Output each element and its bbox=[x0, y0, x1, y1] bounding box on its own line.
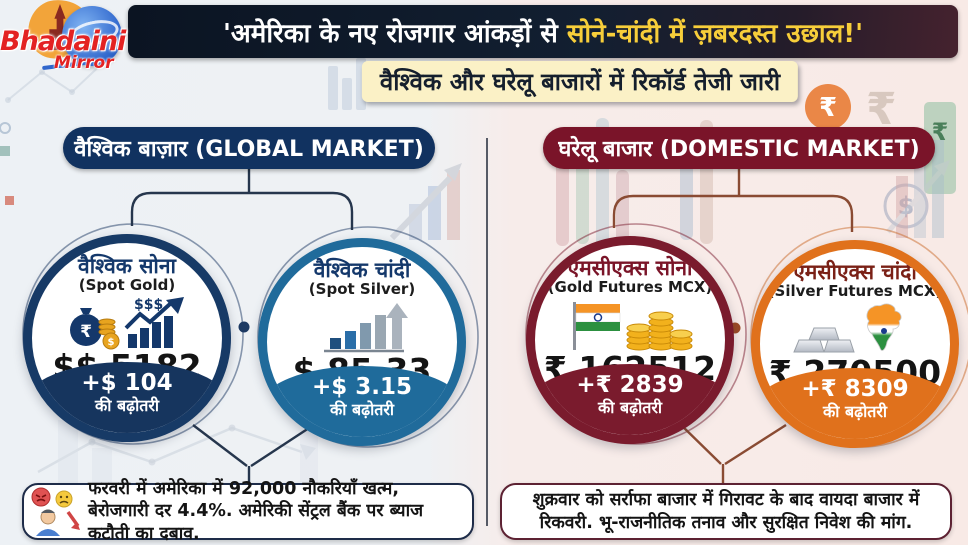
dollar-coin-icon: $ bbox=[883, 183, 929, 229]
change-value: +₹ 8309 bbox=[801, 376, 909, 402]
change-value: +₹ 2839 bbox=[576, 372, 684, 398]
card-mcx-gold: एमसीएक्स सोना (Gold Futures MCX) bbox=[526, 236, 734, 444]
svg-text:₹: ₹ bbox=[819, 93, 837, 123]
headline-white-text: 'अमेरिका के नए रोजगार आंकड़ों से bbox=[222, 18, 558, 49]
card-title: एमसीएक्स सोना bbox=[567, 256, 693, 280]
brand-logo: Bhadaini Mirror bbox=[0, 0, 136, 82]
change-badge: +₹ 8309 की बढ़ोतरी bbox=[760, 368, 950, 439]
gold-coins bbox=[626, 311, 693, 351]
faded-growth-arrow-icon bbox=[389, 163, 462, 241]
global-note-text: फरवरी में अमेरिका में 92,000 नौकरियाँ खत… bbox=[88, 478, 424, 544]
change-label: की बढ़ोतरी bbox=[329, 400, 395, 420]
rupee-note-icon: ₹ bbox=[924, 102, 956, 194]
globe-icon bbox=[62, 6, 122, 66]
card-subtitle: (Silver Futures MCX) bbox=[767, 282, 943, 301]
change-label: की बढ़ोतरी bbox=[94, 396, 160, 416]
faded-rupee-icon: ₹ bbox=[866, 84, 897, 135]
silver-bars-india-map-icon bbox=[790, 302, 920, 356]
change-label: की बढ़ोतरी bbox=[822, 402, 888, 422]
card-title: वैश्विक सोना bbox=[78, 254, 176, 278]
angry-sad-worker-icon bbox=[28, 486, 88, 538]
change-value: +$ 3.15 bbox=[311, 374, 413, 400]
headline-yellow-text: सोने-चांदी में ज़बरदस्त उछाल!' bbox=[566, 18, 864, 49]
faded-line-chart-icon bbox=[7, 57, 109, 101]
card-title: एमसीएक्स चांदी bbox=[793, 260, 917, 284]
domestic-market-header: घरेलू बाजार (DOMESTIC MARKET) bbox=[543, 127, 935, 169]
change-badge: +$ 104 की बढ़ोतरी bbox=[32, 362, 222, 433]
global-market-header: वैश्विक बाज़ार (GLOBAL MARKET) bbox=[63, 127, 435, 169]
change-label: की बढ़ोतरी bbox=[597, 398, 663, 418]
svg-text:₹: ₹ bbox=[80, 322, 92, 342]
card-spot-silver: वैश्विक चांदी (Spot Silver) $ 85.33 डॉलर… bbox=[258, 238, 466, 446]
domestic-note-box: शुक्रवार को सर्राफा बाजार में गिरावट के … bbox=[500, 483, 952, 540]
section-divider bbox=[486, 138, 488, 526]
svg-text:$: $ bbox=[898, 192, 915, 220]
india-flag-gold-coins-icon bbox=[565, 298, 695, 352]
rising-bars-arrow-icon bbox=[302, 300, 422, 354]
svg-text:₹: ₹ bbox=[932, 118, 949, 146]
svg-text:$: $ bbox=[108, 337, 115, 348]
subheadline-banner: वैश्विक और घरेलू बाजारों में रिकॉर्ड तेज… bbox=[361, 61, 799, 102]
svg-text:$$$: $$$ bbox=[134, 297, 163, 313]
card-title: वैश्विक चांदी bbox=[313, 258, 411, 282]
brand-title: Bhadaini bbox=[0, 26, 126, 57]
change-value: +$ 104 bbox=[81, 370, 173, 396]
card-mcx-silver: एमसीएक्स चांदी (Silver Futures MCX) bbox=[751, 240, 959, 448]
card-subtitle: (Gold Futures MCX) bbox=[547, 278, 713, 297]
headline-banner: 'अमेरिका के नए रोजगार आंकड़ों से सोने-चा… bbox=[128, 5, 958, 58]
card-spot-gold: वैश्विक सोना (Spot Gold) $$$ ₹ $ bbox=[23, 234, 231, 442]
money-bags-growth-chart-icon: $$$ ₹ $ bbox=[62, 296, 192, 350]
rupee-coin-icon: ₹ bbox=[805, 84, 851, 130]
card-subtitle: (Spot Gold) bbox=[78, 276, 176, 295]
global-note-box: फरवरी में अमेरिका में 92,000 नौकरियाँ खत… bbox=[22, 479, 474, 544]
brand-subtitle: Mirror bbox=[54, 53, 114, 73]
change-badge: +$ 3.15 की बढ़ोतरी bbox=[267, 366, 457, 437]
faded-growth-arrow-right-icon bbox=[886, 140, 950, 238]
card-subtitle: (Spot Silver) bbox=[308, 280, 416, 299]
change-badge: +₹ 2839 की बढ़ोतरी bbox=[535, 364, 725, 435]
domestic-note-text: शुक्रवार को सर्राफा बाजार में गिरावट के … bbox=[532, 490, 920, 533]
